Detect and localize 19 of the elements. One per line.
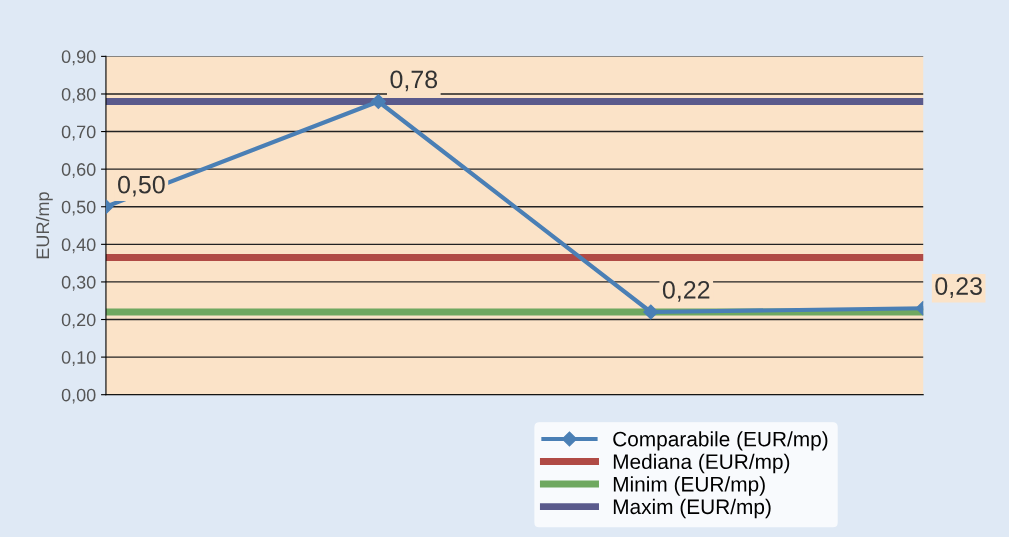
y-tick-label: 0,00	[61, 388, 96, 404]
y-tick-label: 0,10	[61, 351, 96, 366]
y-tick-label: 0,80	[61, 87, 96, 103]
legend-label: Maxim (EUR/mp)	[613, 498, 771, 519]
data-label: 0,23	[935, 277, 982, 298]
data-label: 0,50	[118, 175, 165, 197]
legend-label: Mediana (EUR/mp)	[613, 453, 790, 474]
data-label: 0,78	[390, 70, 438, 92]
legend-label: Comparabile (EUR/mp)	[613, 431, 828, 451]
legend-label: Minim (EUR/mp)	[613, 476, 765, 496]
y-axis-title: EUR/mp	[35, 192, 53, 259]
y-tick-label: 0,90	[61, 50, 96, 66]
y-tick-label: 0,70	[61, 125, 96, 141]
y-tick-label: 0,40	[61, 238, 96, 254]
y-tick-label: 0,20	[61, 313, 96, 329]
data-label: 0,22	[662, 281, 710, 302]
y-tick-label: 0,60	[61, 163, 96, 179]
y-tick-label: 0,30	[61, 275, 96, 291]
y-tick-label: 0,50	[61, 200, 96, 216]
